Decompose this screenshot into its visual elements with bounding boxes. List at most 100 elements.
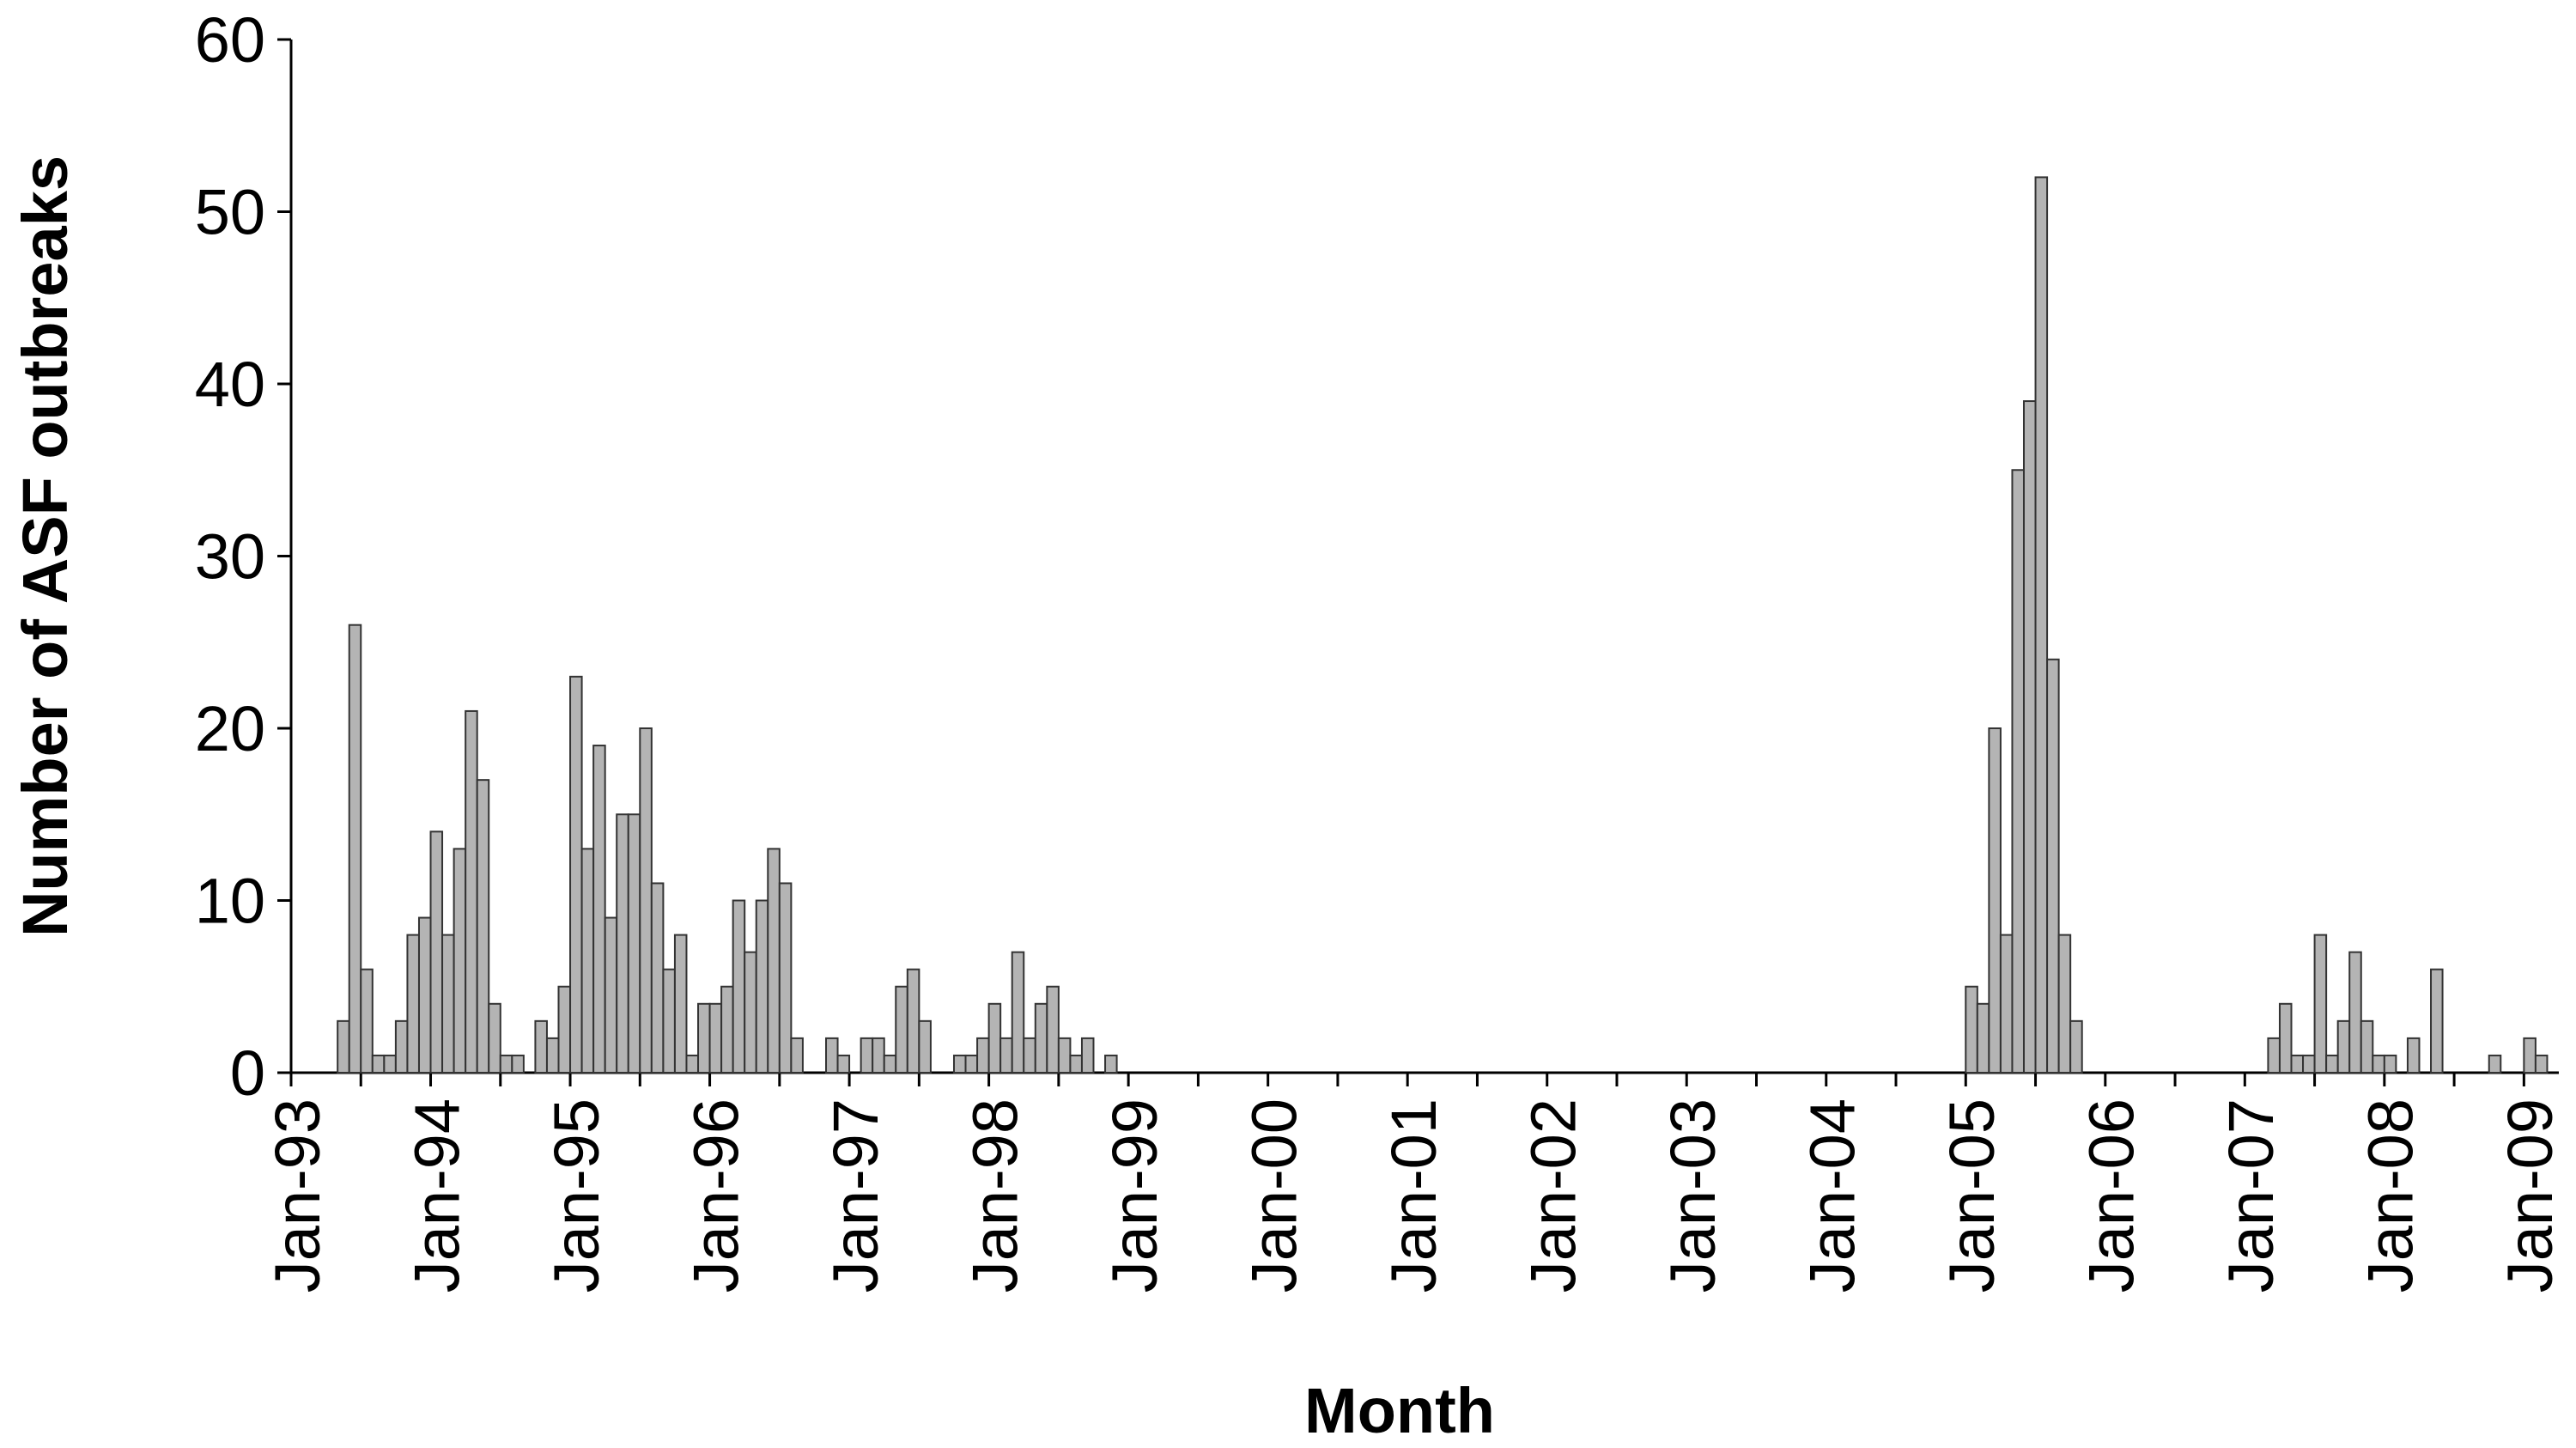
bar — [2523, 1037, 2537, 1074]
bar — [441, 934, 455, 1074]
bar — [1965, 985, 1978, 1074]
bar — [732, 899, 746, 1074]
bar — [778, 882, 793, 1074]
bar — [673, 934, 688, 1074]
x-tick-label: Jan-96 — [680, 1098, 751, 1293]
bar — [406, 934, 420, 1074]
bar — [569, 675, 583, 1074]
bar — [650, 882, 665, 1074]
bar — [1046, 985, 1060, 1074]
bar — [2313, 934, 2328, 1074]
bar — [2022, 400, 2037, 1074]
y-tick-label: 60 — [195, 4, 265, 76]
bar — [1034, 1002, 1048, 1074]
bar — [872, 1037, 885, 1074]
bar — [906, 968, 920, 1074]
bar — [1023, 1037, 1036, 1074]
y-tick-label: 40 — [195, 349, 265, 420]
y-tick-label: 50 — [195, 177, 265, 248]
bar — [360, 968, 374, 1074]
bar — [836, 1054, 851, 1074]
bar — [2372, 1054, 2385, 1074]
x-tick-label: Jan-08 — [2355, 1098, 2427, 1293]
x-tick-label: Jan-09 — [2494, 1098, 2566, 1293]
bar — [1999, 934, 2014, 1074]
bar — [371, 1054, 386, 1074]
bar — [499, 1054, 513, 1074]
bar — [767, 848, 781, 1074]
bar — [2034, 176, 2049, 1074]
y-axis-title: Number of ASF outbreaks — [9, 155, 81, 937]
bar — [1011, 951, 1025, 1074]
bar — [860, 1037, 874, 1074]
x-axis-title: Month — [1304, 1375, 1495, 1446]
bar — [2046, 658, 2060, 1074]
bar — [429, 830, 444, 1074]
bar — [580, 848, 595, 1074]
bar — [394, 1019, 409, 1074]
bar — [488, 1002, 501, 1074]
bar — [604, 916, 618, 1074]
bar — [2325, 1054, 2339, 1074]
x-tick-label: Jan-02 — [1517, 1098, 1589, 1293]
bar — [790, 1037, 804, 1074]
bar — [987, 1002, 1002, 1074]
bar — [918, 1019, 932, 1074]
bar — [999, 1037, 1013, 1074]
bar — [534, 1019, 548, 1074]
bar — [2383, 1054, 2397, 1074]
x-tick-label: Jan-01 — [1378, 1098, 1449, 1293]
x-tick-label: Jan-00 — [1238, 1098, 1309, 1293]
bar — [2360, 1019, 2374, 1074]
bar — [417, 916, 432, 1074]
y-tick-label: 0 — [230, 1037, 265, 1109]
bar — [2348, 951, 2362, 1074]
bar — [755, 899, 769, 1074]
bar — [1976, 1002, 1990, 1074]
bar — [976, 1037, 990, 1074]
y-tick-label: 20 — [195, 693, 265, 764]
x-tick-label: Jan-07 — [2215, 1098, 2287, 1293]
bar — [883, 1054, 897, 1074]
bar — [2430, 968, 2444, 1074]
bar — [337, 1019, 350, 1074]
bar — [964, 1054, 979, 1074]
bar — [2290, 1054, 2305, 1074]
bar — [465, 709, 478, 1074]
bar — [476, 779, 490, 1074]
bar — [720, 985, 734, 1074]
bar — [744, 951, 757, 1074]
x-tick-label: Jan-94 — [401, 1098, 472, 1293]
bar — [545, 1037, 560, 1074]
bar — [2069, 1019, 2083, 1074]
bar — [697, 1002, 711, 1074]
bar — [2406, 1037, 2421, 1074]
bar — [2488, 1054, 2502, 1074]
bar — [2336, 1019, 2351, 1074]
x-tick-label: Jan-04 — [1797, 1098, 1868, 1293]
bar — [2011, 469, 2025, 1074]
x-tick-label: Jan-03 — [1657, 1098, 1728, 1293]
bar — [2057, 934, 2072, 1074]
bar — [639, 727, 653, 1074]
x-tick-label: Jan-06 — [2076, 1098, 2148, 1293]
bar — [383, 1054, 397, 1074]
bar — [825, 1037, 839, 1074]
bar — [895, 985, 908, 1074]
x-tick-label: Jan-99 — [1099, 1098, 1170, 1293]
bar — [708, 1002, 723, 1074]
bar — [592, 745, 606, 1074]
x-tick-label: Jan-95 — [541, 1098, 612, 1293]
bar — [348, 624, 362, 1074]
bar — [1057, 1037, 1072, 1074]
x-tick-label: Jan-98 — [959, 1098, 1030, 1293]
bar — [1104, 1054, 1118, 1074]
bar — [1988, 727, 2002, 1074]
bar — [627, 813, 641, 1074]
bar — [952, 1054, 967, 1074]
bar — [2278, 1002, 2293, 1074]
bar — [1080, 1037, 1095, 1074]
bar — [1069, 1054, 1083, 1074]
bar — [2534, 1054, 2549, 1074]
